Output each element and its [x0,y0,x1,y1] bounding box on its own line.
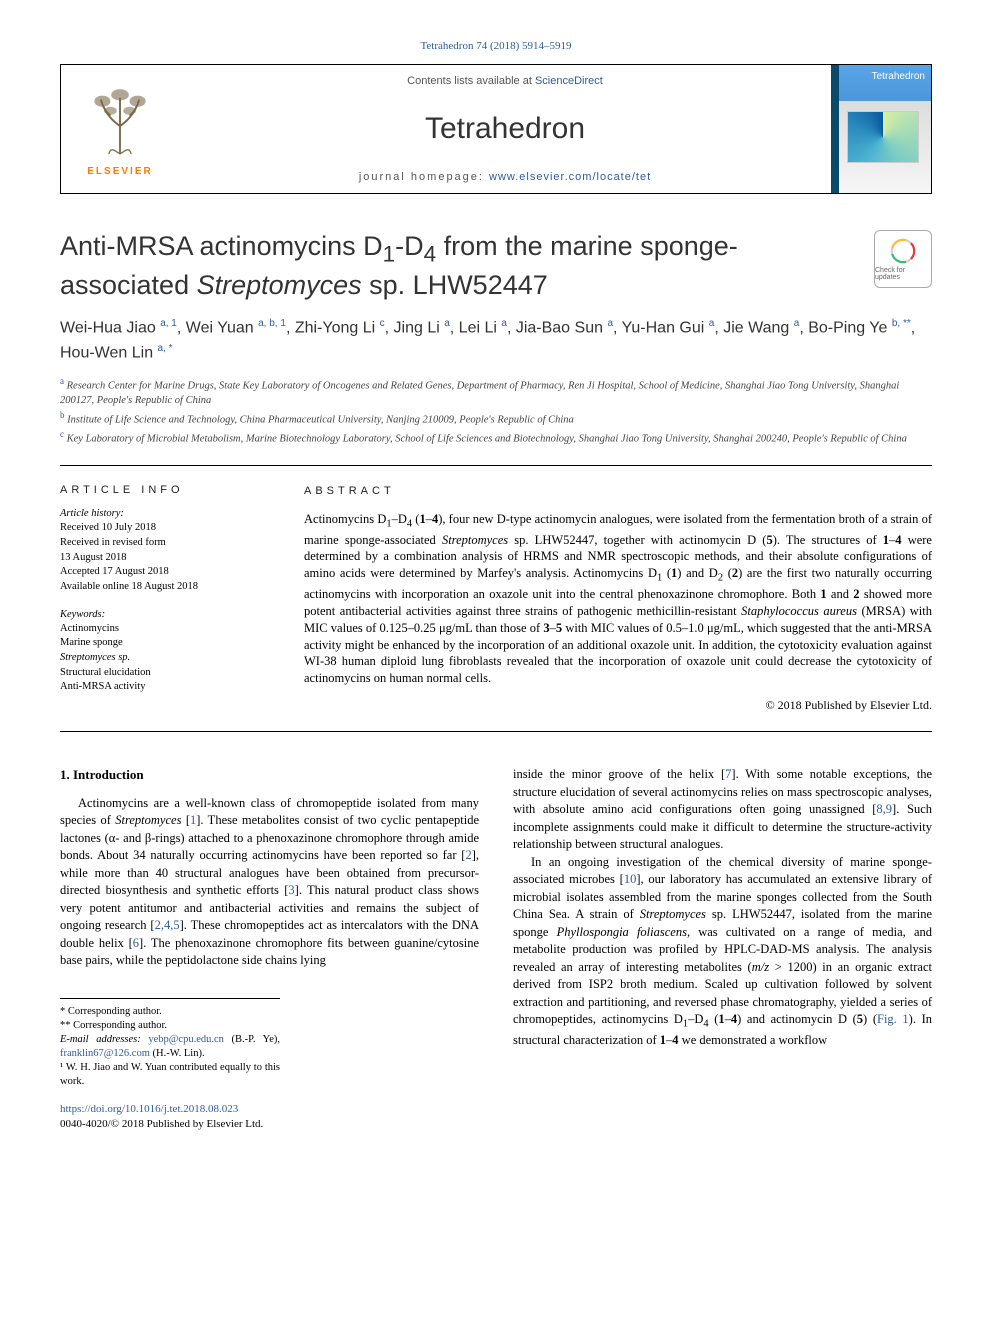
email-link-1[interactable]: yebp@cpu.edu.cn [148,1034,224,1045]
contents-prefix: Contents lists available at [407,75,535,87]
keyword: Actinomycins [60,622,270,637]
affiliations: a Research Center for Marine Drugs, Stat… [60,375,932,447]
elsevier-wordmark: ELSEVIER [87,166,152,177]
history-revised-date: 13 August 2018 [60,551,270,566]
article-footer: https://doi.org/10.1016/j.tet.2018.08.02… [60,1102,479,1133]
cover-spine [831,65,839,193]
equal-contribution-note: ¹ W. H. Jiao and W. Yuan contributed equ… [60,1061,280,1089]
journal-title: Tetrahedron [425,112,585,146]
cover-label: Tetrahedron [872,71,925,82]
keyword: Marine sponge [60,636,270,651]
article-body: 1. Introduction Actinomycins are a well-… [60,766,932,1132]
body-col-left: 1. Introduction Actinomycins are a well-… [60,766,479,1132]
crossmark-icon [889,237,917,265]
intro-para-1: Actinomycins are a well-known class of c… [60,795,479,970]
affiliation-a: a Research Center for Marine Drugs, Stat… [60,375,932,409]
keyword: Anti-MRSA activity [60,680,270,695]
doi-link[interactable]: https://doi.org/10.1016/j.tet.2018.08.02… [60,1103,238,1115]
article-title: Anti-MRSA actinomycins D1-D4 from the ma… [60,230,854,302]
journal-cover-thumbnail: Tetrahedron [831,65,931,193]
elsevier-logo: ELSEVIER [61,65,179,193]
corresponding-author-2: ** Corresponding author. [60,1019,280,1033]
affiliation-b: b Institute of Life Science and Technolo… [60,409,932,428]
divider [60,465,932,466]
body-col-right: inside the minor groove of the helix [7]… [513,766,932,1132]
issn-copyright-line: 0040-4020/© 2018 Published by Elsevier L… [60,1117,479,1132]
history-revised-label: Received in revised form [60,536,270,551]
keywords-label: Keywords: [60,609,270,620]
crossmark-badge[interactable]: Check for updates [874,230,932,288]
abstract-copyright: © 2018 Published by Elsevier Ltd. [304,697,932,713]
journal-homepage-line: journal homepage: www.elsevier.com/locat… [359,171,651,183]
journal-reference: Tetrahedron 74 (2018) 5914–5919 [60,40,932,52]
introduction-heading: 1. Introduction [60,766,479,784]
history-received: Received 10 July 2018 [60,521,270,536]
article-info-sidebar: ARTICLE INFO Article history: Received 1… [60,484,270,713]
corresponding-author-1: * Corresponding author. [60,1005,280,1019]
author-list: Wei-Hua Jiao a, 1, Wei Yuan a, b, 1, Zhi… [60,316,932,365]
email-link-2[interactable]: franklin67@126.com [60,1048,150,1059]
contents-lists-line: Contents lists available at ScienceDirec… [407,75,603,87]
crossmark-label: Check for updates [875,267,931,281]
keyword: Structural elucidation [60,666,270,681]
divider [60,731,932,732]
abstract-text: Actinomycins D1–D4 (1–4), four new D-typ… [304,511,932,687]
history-label: Article history: [60,508,270,519]
article-info-head: ARTICLE INFO [60,484,270,496]
homepage-prefix: journal homepage: [359,171,489,183]
intro-para-1-cont: inside the minor groove of the helix [7]… [513,766,932,854]
footnotes: * Corresponding author. ** Corresponding… [60,998,280,1090]
abstract-head: ABSTRACT [304,484,932,499]
cover-graphic [847,111,919,163]
history-online: Available online 18 August 2018 [60,580,270,595]
keyword: Streptomyces sp. [60,651,270,666]
history-accepted: Accepted 17 August 2018 [60,565,270,580]
intro-para-2: In an ongoing investigation of the chemi… [513,854,932,1050]
email-addresses: E-mail addresses: yebp@cpu.edu.cn (B.-P.… [60,1033,280,1061]
abstract: ABSTRACT Actinomycins D1–D4 (1–4), four … [304,484,932,713]
journal-homepage-link[interactable]: www.elsevier.com/locate/tet [489,171,651,183]
journal-masthead: ELSEVIER Contents lists available at Sci… [60,64,932,194]
affiliation-c: c Key Laboratory of Microbial Metabolism… [60,428,932,447]
elsevier-tree-icon [80,82,160,162]
sciencedirect-link[interactable]: ScienceDirect [535,75,603,87]
